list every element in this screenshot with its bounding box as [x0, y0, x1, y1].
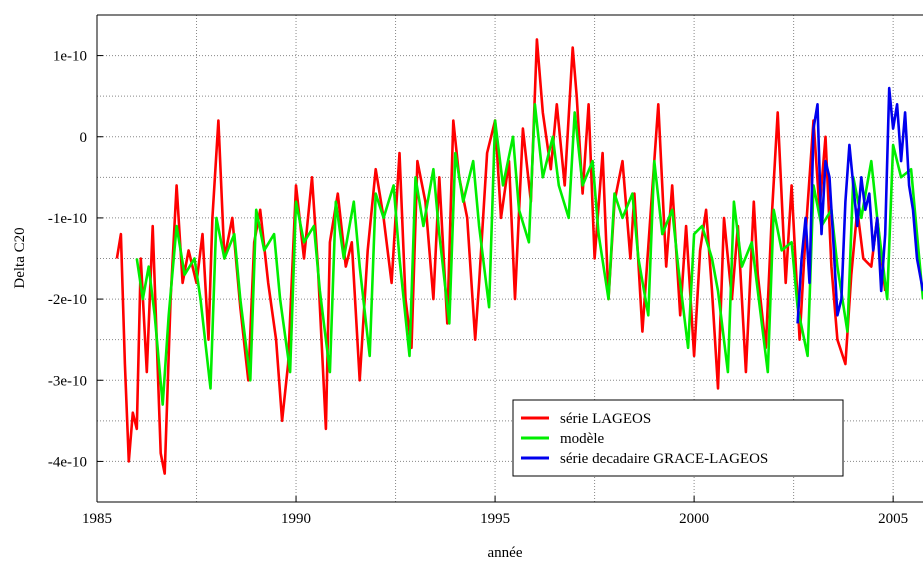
- y-tick-label: -4e-10: [48, 454, 87, 470]
- x-tick-label: 2005: [878, 511, 908, 527]
- series-line-2: [135, 103, 923, 406]
- x-tick-label: 1985: [82, 511, 112, 527]
- y-tick-label: -2e-10: [48, 292, 87, 308]
- legend-box: [512, 399, 844, 477]
- x-tick-label: 1995: [480, 511, 510, 527]
- y-axis-title: Delta C20: [12, 227, 28, 288]
- series-group: [115, 38, 923, 475]
- y-tick-labels: 1e-10 0 -1e-10 -2e-10 -3e-10 -4e-10: [48, 49, 87, 471]
- x-axis-title: année: [488, 545, 523, 561]
- y-tick-label: -1e-10: [48, 211, 87, 227]
- legend-label: série decadaire GRACE-LAGEOS: [560, 451, 768, 467]
- legend-label: série LAGEOS: [560, 411, 651, 427]
- x-tick-label: 2000: [679, 511, 709, 527]
- legend: série LAGEOS modèle série decadaire GRACE-…: [512, 399, 844, 477]
- y-tick-label: -3e-10: [48, 373, 87, 389]
- y-tick-label: 1e-10: [53, 49, 87, 65]
- plot-frame: [96, 14, 923, 503]
- legend-label: modèle: [560, 431, 604, 447]
- y-tick-label: 0: [80, 130, 88, 146]
- series-line-3: [796, 86, 923, 324]
- x-tick-label: 1990: [281, 511, 311, 527]
- x-tick-labels: 1985 1990 1995 2000 2005: [82, 511, 908, 527]
